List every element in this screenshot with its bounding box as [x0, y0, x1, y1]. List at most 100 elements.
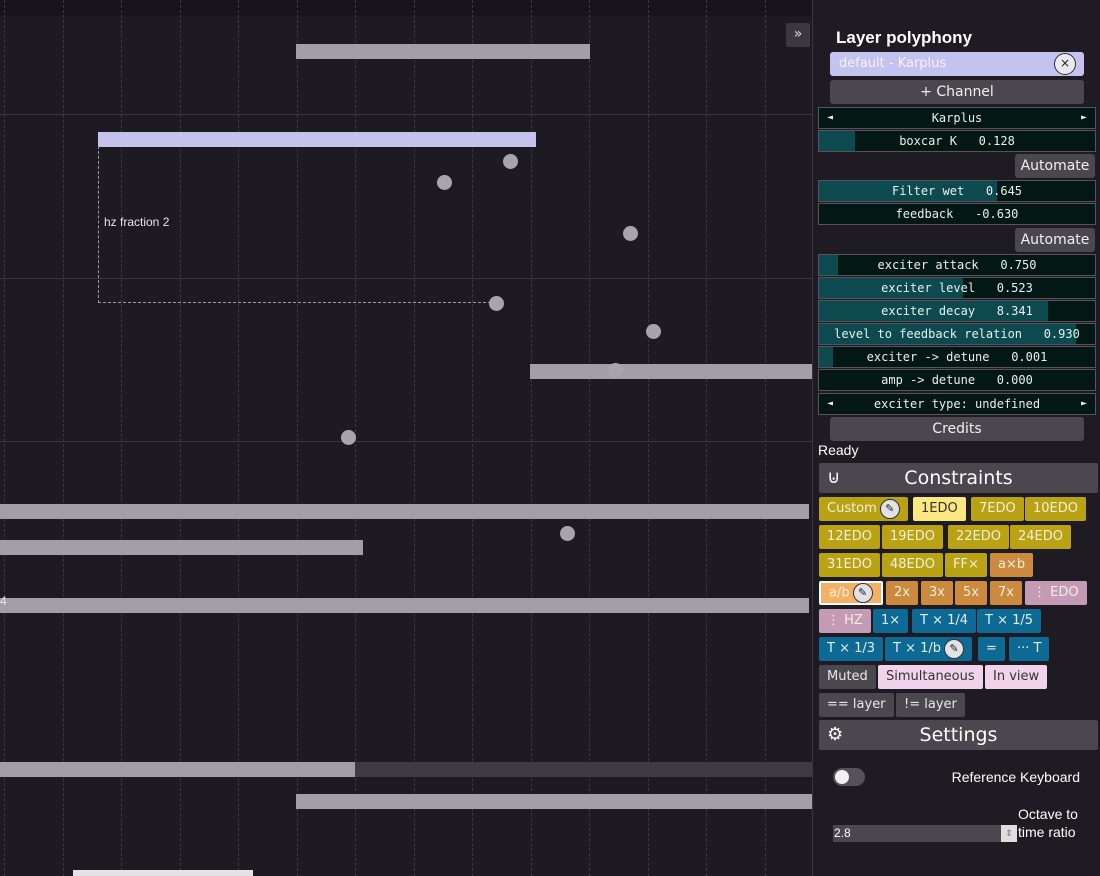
- param-label: exciter -> detune: [866, 350, 990, 364]
- settings-header[interactable]: ⚙ Settings: [819, 720, 1098, 750]
- note[interactable]: [0, 504, 809, 519]
- automate-button[interactable]: Automate: [1015, 228, 1095, 252]
- param-label: boxcar K: [899, 134, 957, 148]
- constraint-chip[interactable]: FF×: [945, 553, 987, 577]
- note-dot[interactable]: [437, 175, 452, 190]
- relation-label: hz fraction 2: [104, 215, 170, 229]
- horizontal-scrollbar[interactable]: [73, 870, 253, 876]
- next-arrow-icon[interactable]: ►: [1080, 112, 1087, 123]
- reference-keyboard-toggle[interactable]: [833, 768, 865, 786]
- chip-label: 1EDO: [921, 501, 958, 516]
- constraint-chip[interactable]: Muted: [819, 665, 876, 689]
- param-slider[interactable]: exciter -> detune 0.001: [818, 346, 1096, 368]
- prev-arrow-icon[interactable]: ◄: [827, 112, 834, 123]
- constraint-chip[interactable]: 31EDO: [819, 553, 880, 577]
- param-value: 0.128: [978, 134, 1015, 148]
- constraint-chip[interactable]: T × 1/3: [819, 637, 884, 661]
- expand-panel-button[interactable]: »: [786, 23, 810, 47]
- piano-roll-canvas[interactable]: hz fraction 2 4 »: [0, 0, 812, 876]
- close-icon[interactable]: ×: [1054, 53, 1076, 75]
- note[interactable]: [296, 44, 590, 59]
- constraint-chip[interactable]: 7x: [990, 581, 1022, 605]
- grid-line: [472, 0, 473, 876]
- chip-label: a/b: [829, 585, 850, 601]
- constraint-chip[interactable]: 10EDO: [1025, 497, 1086, 521]
- constraint-chip[interactable]: a/b ✎: [819, 581, 883, 605]
- slider-fill: [819, 301, 1049, 321]
- credits-button[interactable]: Credits: [830, 417, 1084, 441]
- selected-note[interactable]: [98, 132, 536, 147]
- instrument-selector[interactable]: ◄ Karplus ►: [818, 107, 1096, 129]
- constraint-chip[interactable]: 1×: [873, 609, 909, 633]
- constraint-chip[interactable]: T × 1/b ✎: [885, 637, 973, 661]
- exciter-type: exciter type: undefined: [873, 397, 1041, 411]
- param-slider[interactable]: boxcar K 0.128: [818, 130, 1096, 152]
- constraint-chip[interactable]: Simultaneous: [878, 665, 983, 689]
- panel-title: Layer polyphony: [836, 28, 973, 47]
- param-label: level to feedback relation: [834, 327, 1023, 341]
- param-slider[interactable]: feedback -0.630: [818, 203, 1096, 225]
- param-value: 0.750: [1000, 258, 1037, 272]
- constraint-chip[interactable]: In view: [985, 665, 1048, 689]
- grid-line: [62, 0, 64, 876]
- constraint-chip[interactable]: ··· T: [1009, 637, 1050, 661]
- note[interactable]: [0, 540, 363, 555]
- constraint-chip[interactable]: == layer: [819, 693, 894, 717]
- constraint-chip[interactable]: 22EDO: [948, 525, 1009, 549]
- edge-label: 4: [0, 594, 7, 608]
- constraint-chip[interactable]: != layer: [896, 693, 965, 717]
- constraint-chip[interactable]: a×b: [990, 553, 1034, 577]
- note[interactable]: [296, 794, 812, 809]
- octave-line: [0, 278, 812, 279]
- param-label: exciter decay: [881, 304, 976, 318]
- constraint-chip[interactable]: 1EDO: [913, 497, 966, 521]
- exciter-type-selector[interactable]: ◄ exciter type: undefined ►: [818, 393, 1096, 415]
- constraint-chip[interactable]: ⋮ EDO: [1025, 581, 1087, 605]
- constraint-chip[interactable]: T × 1/5: [977, 609, 1042, 633]
- param-slider[interactable]: exciter level 0.523: [818, 277, 1096, 299]
- slider-fill: [819, 324, 1076, 344]
- chip-label: 3x: [929, 585, 945, 600]
- note-dot[interactable]: [646, 324, 661, 339]
- param-slider[interactable]: Filter wet 0.645: [818, 180, 1096, 202]
- add-channel-button[interactable]: + Channel: [830, 80, 1084, 104]
- constraint-chip[interactable]: 48EDO: [882, 553, 943, 577]
- pencil-icon[interactable]: ✎: [879, 498, 900, 519]
- spinner-icon[interactable]: ⇕: [1001, 825, 1017, 842]
- constraint-chip[interactable]: 7EDO: [971, 497, 1024, 521]
- note-dot[interactable]: [608, 363, 623, 378]
- chip-label: Simultaneous: [886, 669, 975, 684]
- pencil-icon[interactable]: ✎: [944, 638, 965, 659]
- constraint-chip[interactable]: 19EDO: [882, 525, 943, 549]
- param-slider[interactable]: exciter attack 0.750: [818, 254, 1096, 276]
- note-dot[interactable]: [503, 154, 518, 169]
- note[interactable]: [0, 598, 809, 613]
- constraint-chip[interactable]: Custom ✎: [819, 497, 908, 521]
- constraint-chip[interactable]: ⋮ HZ: [819, 609, 871, 633]
- constraint-chip[interactable]: 12EDO: [819, 525, 880, 549]
- note-dot[interactable]: [341, 430, 356, 445]
- note-dot[interactable]: [623, 226, 638, 241]
- channel-select[interactable]: default - Karplus ×: [830, 52, 1084, 76]
- next-arrow-icon[interactable]: ►: [1080, 398, 1087, 409]
- param-label: exciter attack: [877, 258, 979, 272]
- grid-line: [530, 0, 532, 876]
- note-dot[interactable]: [560, 526, 575, 541]
- pencil-icon[interactable]: ✎: [852, 583, 873, 603]
- prev-arrow-icon[interactable]: ◄: [827, 398, 834, 409]
- constraint-chip[interactable]: T × 1/4: [912, 609, 977, 633]
- octave-ratio-input[interactable]: 2.8 ⇕: [833, 825, 1017, 842]
- constraint-chip[interactable]: 3x: [921, 581, 953, 605]
- constraint-chip[interactable]: 2x: [886, 581, 918, 605]
- note-dot[interactable]: [489, 296, 504, 311]
- param-slider[interactable]: exciter decay 8.341: [818, 300, 1096, 322]
- param-slider[interactable]: amp -> detune 0.000: [818, 369, 1096, 391]
- note[interactable]: [530, 364, 812, 379]
- constraint-chip[interactable]: 5x: [955, 581, 987, 605]
- constraints-header[interactable]: ⊍ Constraints: [819, 463, 1098, 493]
- automate-button[interactable]: Automate: [1015, 154, 1095, 178]
- param-slider[interactable]: level to feedback relation 0.930: [818, 323, 1096, 345]
- constraint-chip[interactable]: 24EDO: [1010, 525, 1071, 549]
- note[interactable]: [0, 762, 355, 777]
- constraint-chip[interactable]: =: [978, 637, 1005, 661]
